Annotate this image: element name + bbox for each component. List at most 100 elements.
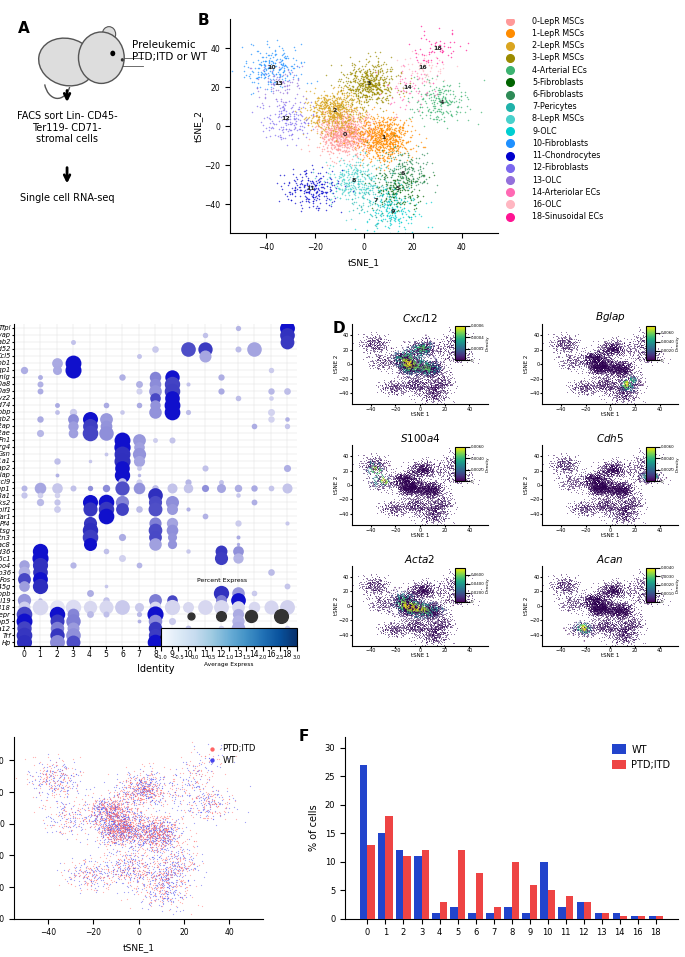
Point — [365, 456, 376, 471]
Point — [371, 70, 382, 85]
Point — [332, 119, 343, 134]
Point — [413, 584, 424, 599]
Point — [595, 358, 606, 373]
Point — [232, 586, 243, 601]
Point — [596, 599, 607, 614]
Point — [402, 606, 413, 621]
Point — [403, 476, 414, 491]
Point — [637, 619, 648, 634]
Point — [380, 133, 391, 148]
Point — [336, 126, 347, 142]
Point — [413, 388, 424, 403]
Point — [410, 349, 421, 365]
Point — [603, 491, 614, 506]
Point — [607, 363, 618, 378]
Point — [379, 192, 390, 208]
PTD;ITD — [44, 780, 55, 795]
Point — [601, 478, 612, 494]
Point — [369, 76, 380, 91]
Point — [416, 364, 427, 379]
Point — [423, 605, 434, 620]
Point — [403, 369, 414, 385]
Point — [438, 377, 449, 392]
Point — [428, 344, 439, 359]
Point — [620, 374, 631, 389]
Point — [415, 107, 426, 122]
Point — [375, 484, 386, 500]
Point — [622, 481, 633, 497]
Point — [414, 356, 425, 371]
Point — [584, 474, 595, 489]
PTD;ITD — [138, 826, 149, 841]
Point — [407, 480, 418, 496]
Point — [606, 359, 617, 374]
PTD;ITD — [51, 762, 62, 777]
Point — [345, 75, 356, 90]
Point — [371, 460, 382, 476]
Point — [597, 478, 608, 494]
PTD;ITD — [120, 817, 131, 833]
Point — [407, 480, 418, 496]
Point — [412, 346, 423, 362]
Point — [585, 359, 596, 374]
Point — [566, 476, 577, 491]
Point — [599, 600, 610, 615]
Point — [406, 378, 416, 393]
PTD;ITD — [203, 794, 214, 810]
Point — [369, 333, 379, 348]
Point — [401, 154, 412, 169]
WT — [109, 828, 120, 843]
Point — [428, 338, 439, 353]
Point — [406, 477, 417, 492]
Point — [585, 468, 596, 483]
Point — [373, 455, 384, 470]
Point — [575, 381, 586, 396]
Point — [432, 358, 443, 373]
Point — [399, 475, 410, 490]
Point — [399, 471, 410, 486]
Point — [463, 326, 474, 342]
Point — [407, 592, 418, 608]
Point — [419, 342, 429, 357]
Point — [264, 74, 275, 89]
Point — [591, 596, 602, 612]
Point — [364, 126, 375, 142]
Point — [577, 497, 588, 512]
Point — [414, 585, 425, 600]
Point — [614, 488, 625, 503]
Point — [383, 133, 394, 148]
Point — [408, 364, 419, 379]
Point — [434, 632, 445, 647]
Point — [406, 588, 416, 603]
Point — [634, 453, 645, 468]
Point — [424, 481, 435, 497]
Point — [456, 468, 467, 483]
Point — [409, 354, 420, 369]
Point — [621, 382, 632, 397]
Point — [608, 618, 619, 634]
PTD;ITD — [101, 824, 112, 839]
WT — [129, 870, 140, 885]
PTD;ITD — [173, 862, 184, 878]
Point — [597, 360, 608, 375]
WT — [125, 790, 136, 806]
Point — [286, 127, 297, 143]
Point — [604, 470, 615, 485]
Point — [320, 103, 331, 119]
Point — [334, 90, 345, 105]
Point — [601, 580, 612, 595]
Point — [423, 459, 434, 475]
WT — [150, 828, 161, 843]
Point — [599, 362, 610, 377]
Point — [412, 365, 423, 380]
Point — [421, 336, 432, 351]
Point — [372, 480, 383, 496]
Point — [589, 591, 600, 607]
Point — [419, 604, 430, 619]
Point — [568, 601, 579, 616]
Point — [398, 349, 409, 365]
Point — [584, 382, 595, 397]
Point — [433, 582, 444, 597]
Point — [406, 365, 417, 380]
Point — [598, 350, 609, 366]
